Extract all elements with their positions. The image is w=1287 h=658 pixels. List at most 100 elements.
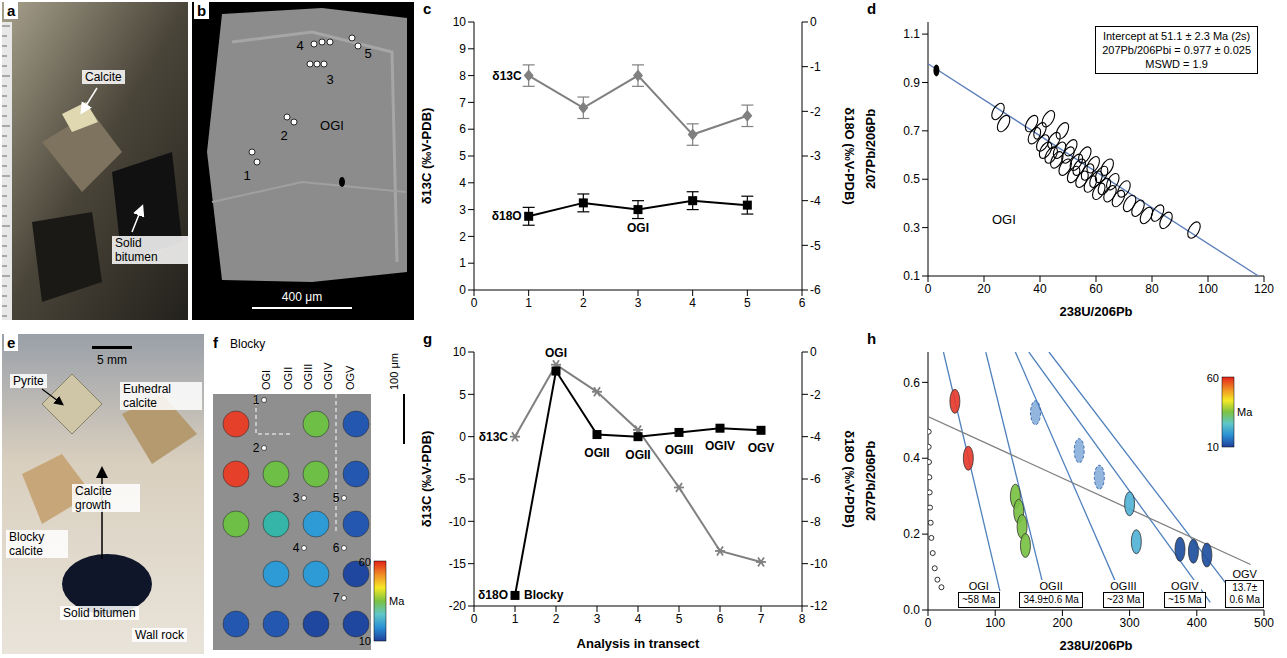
svg-text:δ13C: δ13C	[479, 430, 509, 444]
svg-text:6: 6	[799, 296, 806, 310]
svg-text:4: 4	[689, 296, 696, 310]
svg-text:-5: -5	[455, 472, 466, 486]
svg-text:0: 0	[810, 345, 817, 359]
svg-text:3: 3	[293, 491, 300, 505]
svg-text:-5: -5	[810, 239, 821, 253]
svg-text:OGIV: OGIV	[705, 439, 735, 453]
svg-text:-10: -10	[810, 557, 828, 571]
svg-text:4: 4	[293, 541, 300, 555]
svg-text:3: 3	[594, 612, 601, 626]
svg-text:0.0: 0.0	[903, 603, 920, 617]
svg-text:0: 0	[471, 296, 478, 310]
svg-text:3: 3	[326, 72, 333, 87]
svg-text:10: 10	[453, 15, 467, 29]
svg-text:OGI: OGI	[545, 346, 567, 360]
svg-text:8: 8	[459, 69, 466, 83]
svg-text:0: 0	[471, 612, 478, 626]
svg-text:0: 0	[925, 616, 932, 630]
svg-text:δ18O (‰V-PDB): δ18O (‰V-PDB)	[842, 107, 857, 204]
svg-text:300: 300	[1120, 616, 1140, 630]
svg-text:200: 200	[1052, 616, 1072, 630]
svg-text:-4: -4	[810, 194, 821, 208]
svg-text:20: 20	[977, 282, 991, 296]
svg-text:7: 7	[459, 96, 466, 110]
svg-text:OGII: OGII	[584, 446, 609, 460]
svg-text:-12: -12	[810, 599, 828, 613]
svg-text:100 μm: 100 μm	[388, 353, 400, 390]
svg-text:0: 0	[810, 15, 817, 29]
svg-text:3: 3	[459, 203, 466, 217]
svg-text:0.5: 0.5	[903, 172, 920, 186]
svg-text:4: 4	[296, 38, 303, 53]
svg-text:2: 2	[459, 230, 466, 244]
svg-text:-15: -15	[449, 557, 467, 571]
svg-text:OGI: OGI	[260, 370, 272, 390]
svg-text:0: 0	[459, 430, 466, 444]
svg-text:207Pb/206Pb: 207Pb/206Pb	[863, 109, 878, 189]
svg-text:500: 500	[1254, 616, 1274, 630]
svg-text:OGIII: OGIII	[302, 364, 314, 390]
svg-text:δ13C (‰V-PDB): δ13C (‰V-PDB)	[419, 108, 434, 205]
svg-text:0.9: 0.9	[903, 76, 920, 90]
svg-text:OGII: OGII	[282, 367, 294, 390]
svg-text:0.3: 0.3	[903, 221, 920, 235]
svg-text:5: 5	[459, 149, 466, 163]
svg-text:OGI: OGI	[320, 118, 344, 133]
svg-text:5: 5	[459, 388, 466, 402]
svg-text:OGIII: OGIII	[665, 443, 694, 457]
svg-text:5 mm: 5 mm	[97, 353, 127, 367]
svg-text:1: 1	[512, 612, 519, 626]
svg-text:-2: -2	[810, 105, 821, 119]
svg-text:δ18O: δ18O	[478, 588, 508, 602]
svg-text:2: 2	[253, 441, 260, 455]
svg-text:1: 1	[525, 296, 532, 310]
svg-text:-1: -1	[810, 60, 821, 74]
svg-text:-6: -6	[810, 283, 821, 297]
svg-text:1: 1	[243, 168, 250, 183]
svg-text:-20: -20	[449, 599, 467, 613]
svg-text:6: 6	[717, 612, 724, 626]
svg-text:207Pb/206Pb: 207Pb/206Pb	[863, 441, 878, 521]
svg-text:OGV: OGV	[748, 441, 775, 455]
svg-text:-8: -8	[810, 515, 821, 529]
svg-text:6: 6	[333, 541, 340, 555]
svg-text:0.7: 0.7	[903, 124, 920, 138]
svg-text:OGI: OGI	[627, 221, 649, 235]
svg-text:OGII: OGII	[625, 448, 650, 462]
svg-text:4: 4	[635, 612, 642, 626]
svg-text:40: 40	[1033, 282, 1047, 296]
svg-text:-6: -6	[810, 472, 821, 486]
svg-text:80: 80	[1145, 282, 1159, 296]
svg-text:1: 1	[253, 393, 260, 407]
svg-text:Ma: Ma	[389, 595, 405, 607]
svg-text:10: 10	[1207, 441, 1219, 453]
svg-text:-2: -2	[810, 388, 821, 402]
svg-text:Blocky: Blocky	[230, 337, 265, 351]
svg-text:60: 60	[1089, 282, 1103, 296]
svg-text:0: 0	[459, 283, 466, 297]
svg-text:10: 10	[453, 345, 467, 359]
svg-text:5: 5	[744, 296, 751, 310]
svg-text:OGIV: OGIV	[322, 362, 334, 390]
svg-text:238U/206Pb: 238U/206Pb	[1060, 304, 1133, 319]
svg-text:400 μm: 400 μm	[282, 290, 322, 304]
svg-text:8: 8	[799, 612, 806, 626]
svg-text:2: 2	[280, 128, 287, 143]
svg-text:0.2: 0.2	[903, 527, 920, 541]
svg-text:7: 7	[758, 612, 765, 626]
svg-text:60: 60	[359, 556, 371, 568]
svg-text:400: 400	[1187, 616, 1207, 630]
svg-text:120: 120	[1254, 282, 1274, 296]
svg-text:60: 60	[1207, 372, 1219, 384]
svg-text:-4: -4	[810, 430, 821, 444]
svg-text:3: 3	[635, 296, 642, 310]
svg-text:5: 5	[676, 612, 683, 626]
svg-text:2: 2	[553, 612, 560, 626]
svg-text:δ18O: δ18O	[492, 209, 522, 223]
svg-text:-3: -3	[810, 149, 821, 163]
svg-text:0.1: 0.1	[903, 269, 920, 283]
svg-text:-10: -10	[449, 515, 467, 529]
svg-text:5: 5	[364, 46, 371, 61]
svg-text:100: 100	[1198, 282, 1218, 296]
svg-text:0: 0	[925, 282, 932, 296]
